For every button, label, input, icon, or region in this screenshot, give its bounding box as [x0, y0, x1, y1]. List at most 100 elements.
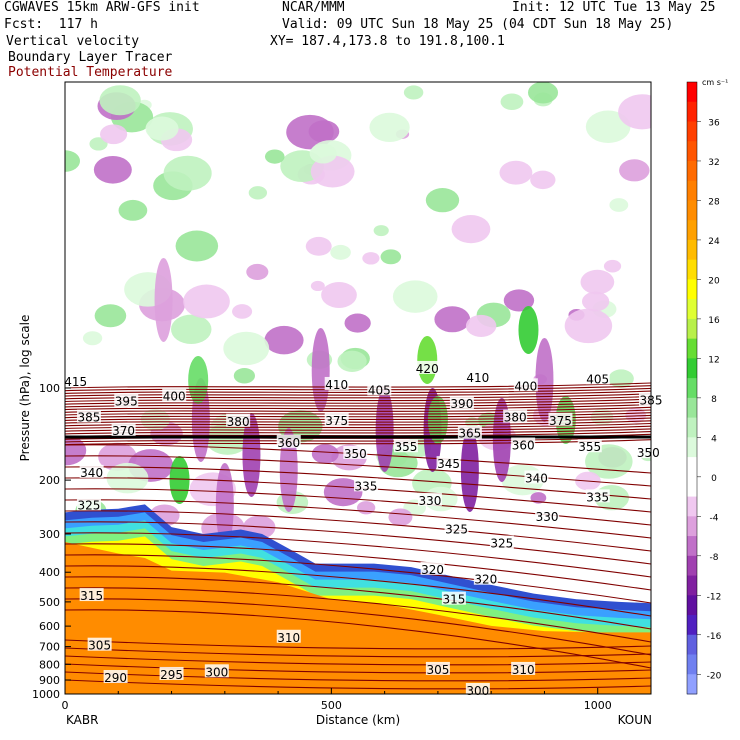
- vertical-velocity-cell: [248, 186, 268, 200]
- theta-label: 355: [394, 440, 417, 454]
- colorbar-label: -4: [710, 513, 719, 523]
- vertical-velocity-cell: [233, 368, 255, 384]
- theta-contour-upper: [65, 382, 651, 389]
- colorbar-label: -12: [707, 592, 722, 602]
- theta-label-background: [76, 497, 101, 511]
- colorbar-label: 12: [708, 355, 719, 365]
- theta-label-background: [353, 478, 378, 492]
- vertical-velocity-cell: [362, 252, 380, 265]
- colorbar-bin: [687, 476, 697, 498]
- theta-label: 335: [586, 490, 609, 504]
- colorbar-bin: [687, 220, 697, 241]
- theta-contour-upper: [65, 409, 651, 416]
- vertical-velocity-cell: [564, 308, 613, 344]
- colorbar-bin: [687, 496, 697, 517]
- vertical-velocity-cell: [451, 215, 491, 244]
- theta-label-background: [111, 422, 136, 436]
- theta-label: 410: [325, 378, 348, 392]
- vertical-velocity-cell: [171, 314, 212, 345]
- colorbar-bin: [687, 279, 697, 300]
- vertical-velocity-cell: [585, 110, 631, 143]
- theta-contour-upper: [65, 406, 651, 413]
- theta-label: 320: [474, 573, 497, 587]
- theta-label: 355: [578, 440, 601, 454]
- theta-label-background: [503, 409, 528, 423]
- theta-label-background: [444, 521, 469, 535]
- vertical-velocity-cell: [380, 249, 402, 265]
- vertical-velocity-cell: [618, 94, 651, 130]
- theta-contour-lower: [65, 499, 651, 539]
- x-tick-label: 500: [321, 699, 342, 712]
- colorbar-label: 20: [708, 276, 720, 286]
- vertical-velocity-cell: [93, 155, 132, 184]
- theta-label-background: [204, 664, 229, 678]
- theta-contour-lower: [65, 510, 651, 552]
- vertical-velocity-cell: [310, 280, 325, 292]
- theta-label: 330: [536, 510, 559, 524]
- colorbar-bin: [687, 378, 697, 399]
- theta-contour-lower: [65, 477, 651, 513]
- theta-contour-lower: [65, 444, 651, 474]
- theta-contour-surface: [65, 671, 651, 682]
- theta-label-background: [276, 629, 301, 643]
- vertical-velocity-cell: [619, 159, 650, 182]
- theta-label-background: [114, 393, 139, 407]
- vertical-velocity-cell: [264, 149, 285, 164]
- vertical-velocity-plume: [154, 258, 173, 342]
- theta-contour-lower: [65, 598, 651, 656]
- vertical-velocity-cell: [246, 263, 269, 280]
- vertical-velocity-cell: [528, 82, 559, 104]
- colorbar-bin: [687, 299, 697, 320]
- plot-header: CGWAVES 15km ARW-GFS init NCAR/MMM Init:…: [0, 0, 740, 82]
- vertical-velocity-cell: [286, 114, 334, 150]
- theta-label: 390: [450, 397, 473, 411]
- theta-label: 420: [416, 362, 439, 376]
- theta-label-layer: 415 395 400 385 370 380 375 360 350 355 365 360 355 3…: [63, 360, 663, 698]
- theta-label-background: [367, 382, 392, 396]
- theta-label-background: [76, 409, 101, 423]
- vertical-velocity-cell: [609, 198, 629, 212]
- theta-label: 315: [442, 593, 465, 607]
- field-potential-temperature: Potential Temperature: [8, 65, 173, 80]
- vertical-velocity-cell: [530, 170, 556, 190]
- vertical-velocity-cell: [305, 236, 332, 256]
- theta-contour-surface: [65, 639, 651, 650]
- colorbar-bin: [687, 516, 697, 537]
- colorbar-bin: [687, 397, 697, 419]
- theta-label-background: [87, 637, 112, 651]
- vertical-velocity-cell: [434, 306, 471, 333]
- colorbar-label: 28: [708, 197, 720, 207]
- colorbar-bin: [687, 674, 697, 695]
- cross-section-endpoints: XY= 187.4,173.8 to 191.8,100.1: [270, 34, 505, 49]
- theta-label: 340: [80, 466, 103, 480]
- vertical-velocity-cell: [145, 116, 179, 141]
- field-boundary-layer-tracer: Boundary Layer Tracer: [8, 50, 173, 65]
- theta-label: 305: [426, 663, 449, 677]
- theta-label-background: [441, 591, 466, 605]
- colorbar-bin: [687, 654, 697, 675]
- theta-contour-upper: [65, 404, 651, 411]
- theta-label: 305: [88, 639, 111, 653]
- theta-label: 325: [445, 523, 468, 537]
- theta-contour-upper: [65, 385, 651, 392]
- theta-contour-lower: [65, 587, 651, 643]
- vertical-velocity-plume: [215, 463, 234, 547]
- theta-label-background: [159, 666, 184, 680]
- x-tick-label: 1000: [584, 699, 612, 712]
- theta-label: 405: [586, 372, 609, 386]
- y-tick-label: 100: [39, 382, 60, 395]
- theta-label-background: [585, 489, 610, 503]
- vertical-velocity-cell: [344, 313, 371, 333]
- colorbar-label: 24: [708, 237, 720, 247]
- colorbar-label: -8: [710, 553, 719, 563]
- colorbar-bin: [687, 457, 697, 478]
- colorbar-bin: [687, 536, 697, 557]
- theta-label: 405: [368, 383, 391, 397]
- colorbar-bin: [687, 615, 697, 636]
- colorbar-bin: [687, 82, 697, 103]
- colorbar-bin: [687, 318, 697, 340]
- theta-label: 415: [64, 375, 87, 389]
- x-tick-label: 0: [62, 699, 69, 712]
- y-tick-label: 1000: [32, 688, 60, 701]
- theta-label: 360: [512, 439, 535, 453]
